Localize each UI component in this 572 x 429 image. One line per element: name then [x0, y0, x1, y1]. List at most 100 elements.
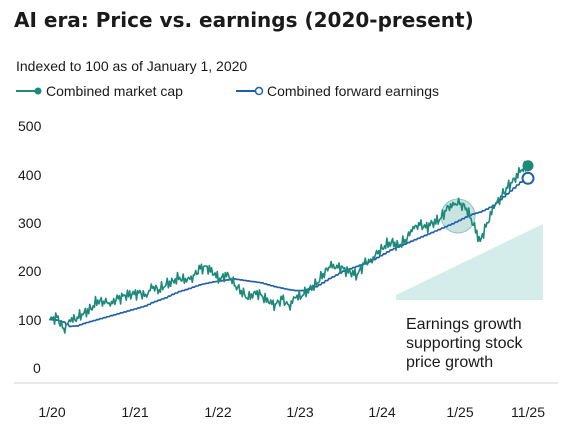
data-point [213, 273, 215, 276]
chart-title: AI era: Price vs. earnings (2020-present… [14, 8, 474, 32]
data-point [445, 225, 447, 228]
data-point [445, 209, 447, 212]
data-point [281, 298, 284, 301]
data-point [411, 230, 413, 233]
data-point [390, 241, 393, 244]
data-point [260, 281, 263, 284]
data-point [144, 305, 147, 307]
data-point [294, 289, 297, 292]
data-point [486, 208, 488, 211]
data-point [55, 316, 58, 319]
data-point [329, 277, 331, 280]
data-point [356, 265, 359, 268]
data-point [335, 274, 338, 276]
data-point [397, 245, 400, 247]
data-point [356, 273, 359, 276]
data-point [219, 280, 222, 282]
legend-label-forward-earnings: Combined forward earnings [267, 83, 439, 99]
y-tick-label: 300 [18, 215, 42, 231]
x-axis-ticks: 1/20 1/21 1/22 1/23 1/24 1/25 11/25 [38, 404, 545, 420]
data-point [69, 320, 72, 323]
legend: Combined market cap Combined forward ear… [16, 83, 439, 99]
data-point [411, 240, 413, 243]
data-point [247, 280, 249, 282]
data-point [301, 289, 304, 292]
annotation-line-1: Earnings growth [406, 316, 522, 333]
data-point [185, 288, 188, 291]
legend-item-forward-earnings: Combined forward earnings [236, 83, 439, 99]
chart-subtitle: Indexed to 100 as of January 1, 2020 [16, 58, 247, 74]
x-tick-label: 1/20 [38, 404, 65, 420]
legend-label-market-cap: Combined market cap [46, 83, 183, 99]
data-point [294, 296, 297, 299]
data-point [506, 192, 509, 195]
data-point [90, 308, 92, 310]
data-point [506, 187, 509, 189]
data-point [172, 293, 174, 296]
data-point [493, 207, 495, 210]
data-point [178, 276, 181, 279]
data-point [240, 289, 243, 292]
data-point [117, 312, 120, 315]
series-end-marker-forward-earnings [521, 171, 535, 185]
data-point [233, 284, 236, 287]
data-point [472, 224, 475, 227]
data-point [465, 216, 468, 218]
data-point [254, 280, 256, 283]
data-point [151, 301, 154, 304]
data-point [458, 203, 461, 206]
data-point [158, 288, 161, 291]
data-point [199, 283, 202, 286]
data-point [404, 238, 406, 241]
data-point [55, 319, 58, 321]
data-point [499, 198, 502, 201]
data-point [486, 221, 488, 224]
data-point [288, 304, 290, 306]
data-point [267, 283, 270, 286]
data-point [178, 290, 181, 293]
data-point [479, 240, 482, 243]
data-point [69, 325, 72, 328]
data-point [424, 226, 427, 229]
data-point [165, 283, 168, 286]
data-point [247, 298, 249, 301]
y-tick-label: 0 [33, 360, 41, 376]
data-point [281, 287, 284, 289]
data-point [96, 318, 99, 321]
data-point [137, 292, 140, 294]
points-forward-earnings [49, 177, 529, 328]
data-point [199, 267, 202, 270]
data-point [206, 282, 209, 285]
x-tick-label: 11/25 [511, 404, 545, 420]
data-point [124, 294, 126, 297]
data-point [370, 260, 372, 263]
data-point [62, 327, 65, 330]
data-point [131, 293, 133, 296]
y-axis-ticks: 500 400 300 200 100 0 [18, 118, 42, 376]
data-point [83, 322, 85, 325]
data-point [342, 270, 345, 273]
data-point [376, 252, 379, 255]
y-tick-label: 100 [18, 312, 42, 328]
series-end-marker-market-cap [522, 160, 534, 172]
data-point [206, 265, 209, 268]
data-point [315, 285, 318, 288]
data-point [49, 318, 51, 321]
data-point [376, 256, 379, 259]
data-point [363, 263, 365, 265]
data-point [417, 221, 420, 224]
data-point [315, 283, 318, 286]
x-tick-label: 1/24 [368, 404, 395, 420]
data-point [137, 307, 140, 309]
data-point [329, 266, 331, 269]
y-tick-label: 500 [18, 118, 42, 134]
data-point [83, 311, 85, 314]
data-point [103, 302, 106, 305]
annotation-line-2: supporting stock [406, 335, 524, 352]
data-point [62, 321, 65, 323]
data-point [390, 249, 393, 251]
y-tick-label: 400 [18, 167, 42, 183]
data-point [383, 245, 386, 247]
data-point [438, 228, 441, 231]
data-point [158, 299, 161, 302]
